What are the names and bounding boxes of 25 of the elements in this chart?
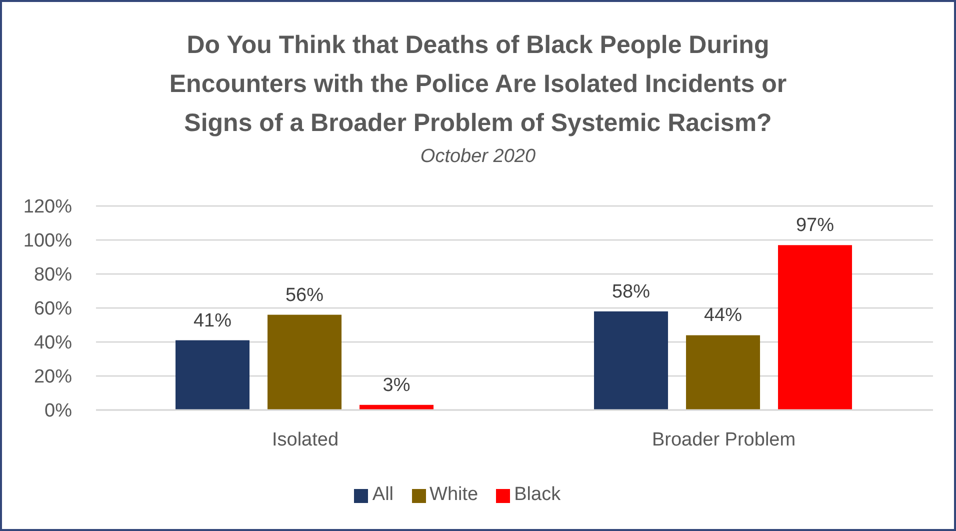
data-label: 97% (796, 215, 834, 236)
chart-title: Do You Think that Deaths of Black People During Encounters with the Police Are Isolated Incidents or Signs of a Broader Problem of Systemic Racism? (168, 30, 788, 139)
y-tick-label: 60% (34, 298, 72, 320)
y-tick-label: 100% (23, 230, 72, 252)
bar (686, 335, 760, 410)
bar (176, 340, 250, 410)
y-tick-label: 40% (34, 332, 72, 354)
data-label: 41% (194, 310, 232, 332)
bar (268, 314, 342, 410)
data-label: 56% (286, 284, 324, 306)
y-tick-label: 80% (34, 264, 72, 286)
chart-subtitle: October 2020 (419, 146, 537, 168)
y-tick-label: 120% (23, 196, 72, 218)
x-tick-label: Broader Problem (652, 429, 796, 450)
data-label: 3% (382, 374, 410, 396)
legend-label: All (372, 484, 394, 505)
legend-label: Black (514, 484, 561, 505)
data-label: 44% (704, 305, 742, 326)
data-label: 58% (612, 281, 650, 302)
legend-label: White (430, 484, 478, 505)
y-tick-label: 0% (44, 400, 72, 422)
y-tick-label: 20% (34, 366, 72, 388)
x-tick-label: Isolated (272, 429, 339, 450)
bar (778, 245, 852, 410)
bar (594, 311, 668, 410)
